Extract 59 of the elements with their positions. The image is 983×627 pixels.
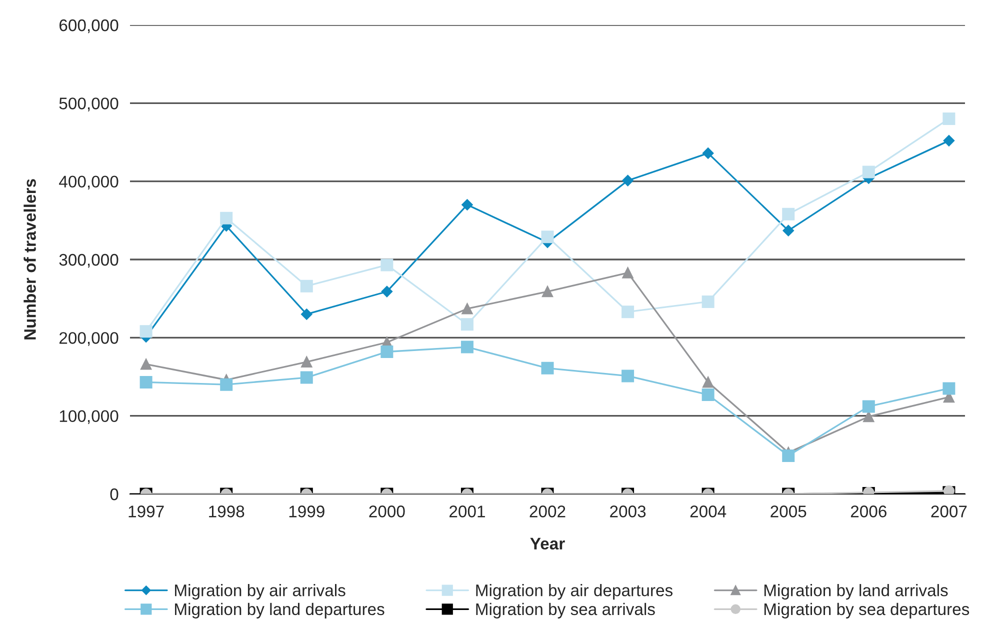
y-tick-label: 0 — [110, 488, 118, 500]
point — [301, 308, 312, 320]
legend-label: Migration by air arrivals — [175, 584, 346, 600]
legend-label: Migration by air departures — [476, 584, 673, 600]
legend-label: Migration by land departures — [175, 602, 384, 618]
y-tick-label: 600,000 — [59, 19, 118, 34]
point — [622, 306, 634, 318]
point — [622, 267, 634, 278]
x-tick-label: 1999 — [289, 506, 324, 518]
legend-label: Migration by land arrivals — [764, 584, 948, 600]
point — [460, 340, 474, 354]
point — [702, 148, 714, 159]
x-tick-label: 2002 — [530, 506, 566, 518]
x-tick-label: 2000 — [369, 506, 405, 518]
point — [220, 212, 233, 224]
legend-label: Migration by sea arrivals — [476, 602, 655, 618]
point — [140, 358, 152, 370]
y-axis-title: Number of travellers — [24, 179, 36, 340]
point — [140, 376, 152, 388]
point — [301, 356, 312, 368]
point — [140, 325, 152, 338]
point — [541, 362, 554, 374]
point — [782, 208, 795, 220]
point — [702, 295, 714, 308]
y-tick-label: 400,000 — [59, 176, 118, 190]
point — [300, 371, 313, 384]
point — [462, 199, 473, 210]
point — [541, 230, 554, 244]
x-tick-label: 1997 — [128, 506, 164, 518]
point — [381, 286, 393, 298]
x-axis-title: Year — [530, 538, 565, 550]
y-tick-label: 500,000 — [59, 98, 118, 112]
y-tick-label: 300,000 — [59, 254, 118, 268]
point — [942, 382, 956, 395]
point — [622, 174, 634, 186]
y-tick-label: 200,000 — [59, 332, 118, 346]
point — [622, 370, 634, 382]
point — [782, 224, 794, 236]
point — [380, 258, 394, 272]
x-tick-label: 2005 — [770, 506, 806, 518]
point — [942, 112, 956, 126]
point — [462, 303, 473, 314]
point — [702, 388, 714, 401]
x-tick-label: 2004 — [690, 506, 726, 518]
point — [542, 286, 554, 298]
y-tick-label: 100,000 — [60, 410, 118, 424]
point — [943, 135, 955, 146]
point — [380, 345, 394, 358]
point — [460, 318, 474, 331]
point — [220, 378, 233, 391]
point — [862, 166, 875, 178]
legend-label: Migration by sea departures — [764, 602, 970, 618]
x-tick-label: 2006 — [850, 506, 886, 518]
x-tick-label: 1998 — [209, 506, 244, 518]
point — [702, 376, 714, 388]
point — [300, 280, 313, 292]
x-tick-label: 2003 — [610, 506, 646, 518]
x-tick-label: 2007 — [931, 506, 967, 518]
x-tick-label: 2001 — [450, 506, 485, 518]
